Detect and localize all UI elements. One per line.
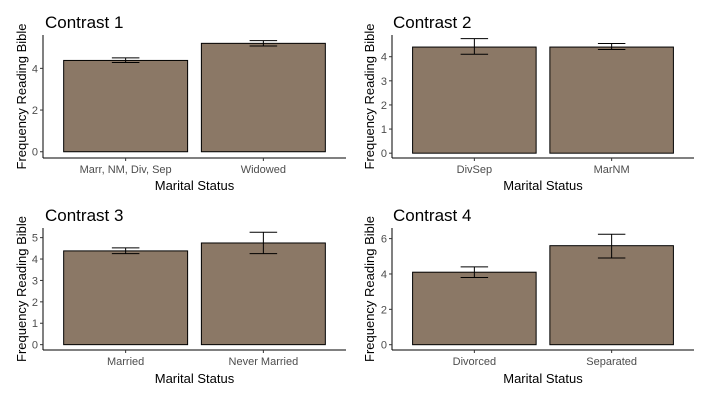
y-axis-title: Frequency Reading Bible xyxy=(362,216,377,362)
x-axis-title: Marital Status xyxy=(503,371,583,386)
y-axis-title: Frequency Reading Bible xyxy=(362,24,377,170)
bar-1 xyxy=(412,46,537,154)
y-axis-title: Frequency Reading Bible xyxy=(14,24,29,170)
bar-2 xyxy=(549,245,674,346)
error-bar-1 xyxy=(111,247,140,255)
y-tick-label: 0 xyxy=(32,340,38,352)
y-tick-label: 2 xyxy=(32,105,38,117)
y-tick-label: 4 xyxy=(381,269,387,281)
chart-title: Contrast 4 xyxy=(393,206,471,225)
x-axis-title: Marital Status xyxy=(503,178,583,193)
y-tick-label: 5 xyxy=(32,233,38,245)
bar-1 xyxy=(63,59,189,153)
x-tick-label: DivSep xyxy=(457,164,492,176)
y-tick-label: 2 xyxy=(32,297,38,309)
bar-1 xyxy=(63,250,189,346)
x-tick-label: Never Married xyxy=(229,356,299,368)
y-tick-label: 1 xyxy=(32,318,38,330)
error-bar-2 xyxy=(597,233,626,259)
error-bar-2 xyxy=(249,40,278,47)
error-bar-1 xyxy=(460,266,489,279)
y-tick-label: 1 xyxy=(381,124,387,136)
chart-title: Contrast 1 xyxy=(45,13,123,32)
bar-2 xyxy=(200,42,326,153)
y-tick-label: 2 xyxy=(381,100,387,112)
x-axis-title: Marital Status xyxy=(155,371,235,386)
chart-title: Contrast 3 xyxy=(45,206,123,225)
error-bar-1 xyxy=(111,57,140,64)
error-bar-2 xyxy=(597,42,626,50)
y-tick-label: 0 xyxy=(32,147,38,159)
y-tick-label: 3 xyxy=(381,76,387,88)
x-tick-label: Divorced xyxy=(453,356,496,368)
bar-2 xyxy=(200,242,326,346)
x-tick-label: Married xyxy=(107,356,144,368)
error-bar-2 xyxy=(249,231,278,255)
y-tick-label: 4 xyxy=(381,52,387,64)
chart-panel-1: 0 2 4 Marr, NM, Div, Sep Widowed Contrast 1 Ma… xyxy=(14,13,346,193)
bar-2 xyxy=(549,46,674,154)
y-axis-title: Frequency Reading Bible xyxy=(14,216,29,362)
bar-1 xyxy=(412,271,537,346)
y-tick-label: 4 xyxy=(32,254,38,266)
chart-title: Contrast 2 xyxy=(393,13,471,32)
x-axis-title: Marital Status xyxy=(155,178,235,193)
chart-panel-4: 0 2 4 6 Divorced Separated Contrast 4 Marital S… xyxy=(362,206,694,386)
x-tick-label: Marr, NM, Div, Sep xyxy=(80,164,172,176)
error-bar-1 xyxy=(460,38,489,55)
y-tick-label: 3 xyxy=(32,275,38,287)
chart-panel-2: 0 1 2 3 4 DivSep MarNM Contrast 2 Marital Status… xyxy=(362,13,694,193)
y-tick-label: 0 xyxy=(381,148,387,160)
x-tick-label: Separated xyxy=(586,356,637,368)
y-tick-label: 2 xyxy=(381,304,387,316)
y-tick-label: 0 xyxy=(381,340,387,352)
y-tick-label: 4 xyxy=(32,63,38,75)
y-tick-label: 6 xyxy=(381,234,387,246)
x-tick-label: MarNM xyxy=(594,164,630,176)
chart-panel-3: 0 1 2 3 4 5 Married Never Married Contrast 3 Mari… xyxy=(14,206,346,386)
x-tick-label: Widowed xyxy=(241,164,286,176)
